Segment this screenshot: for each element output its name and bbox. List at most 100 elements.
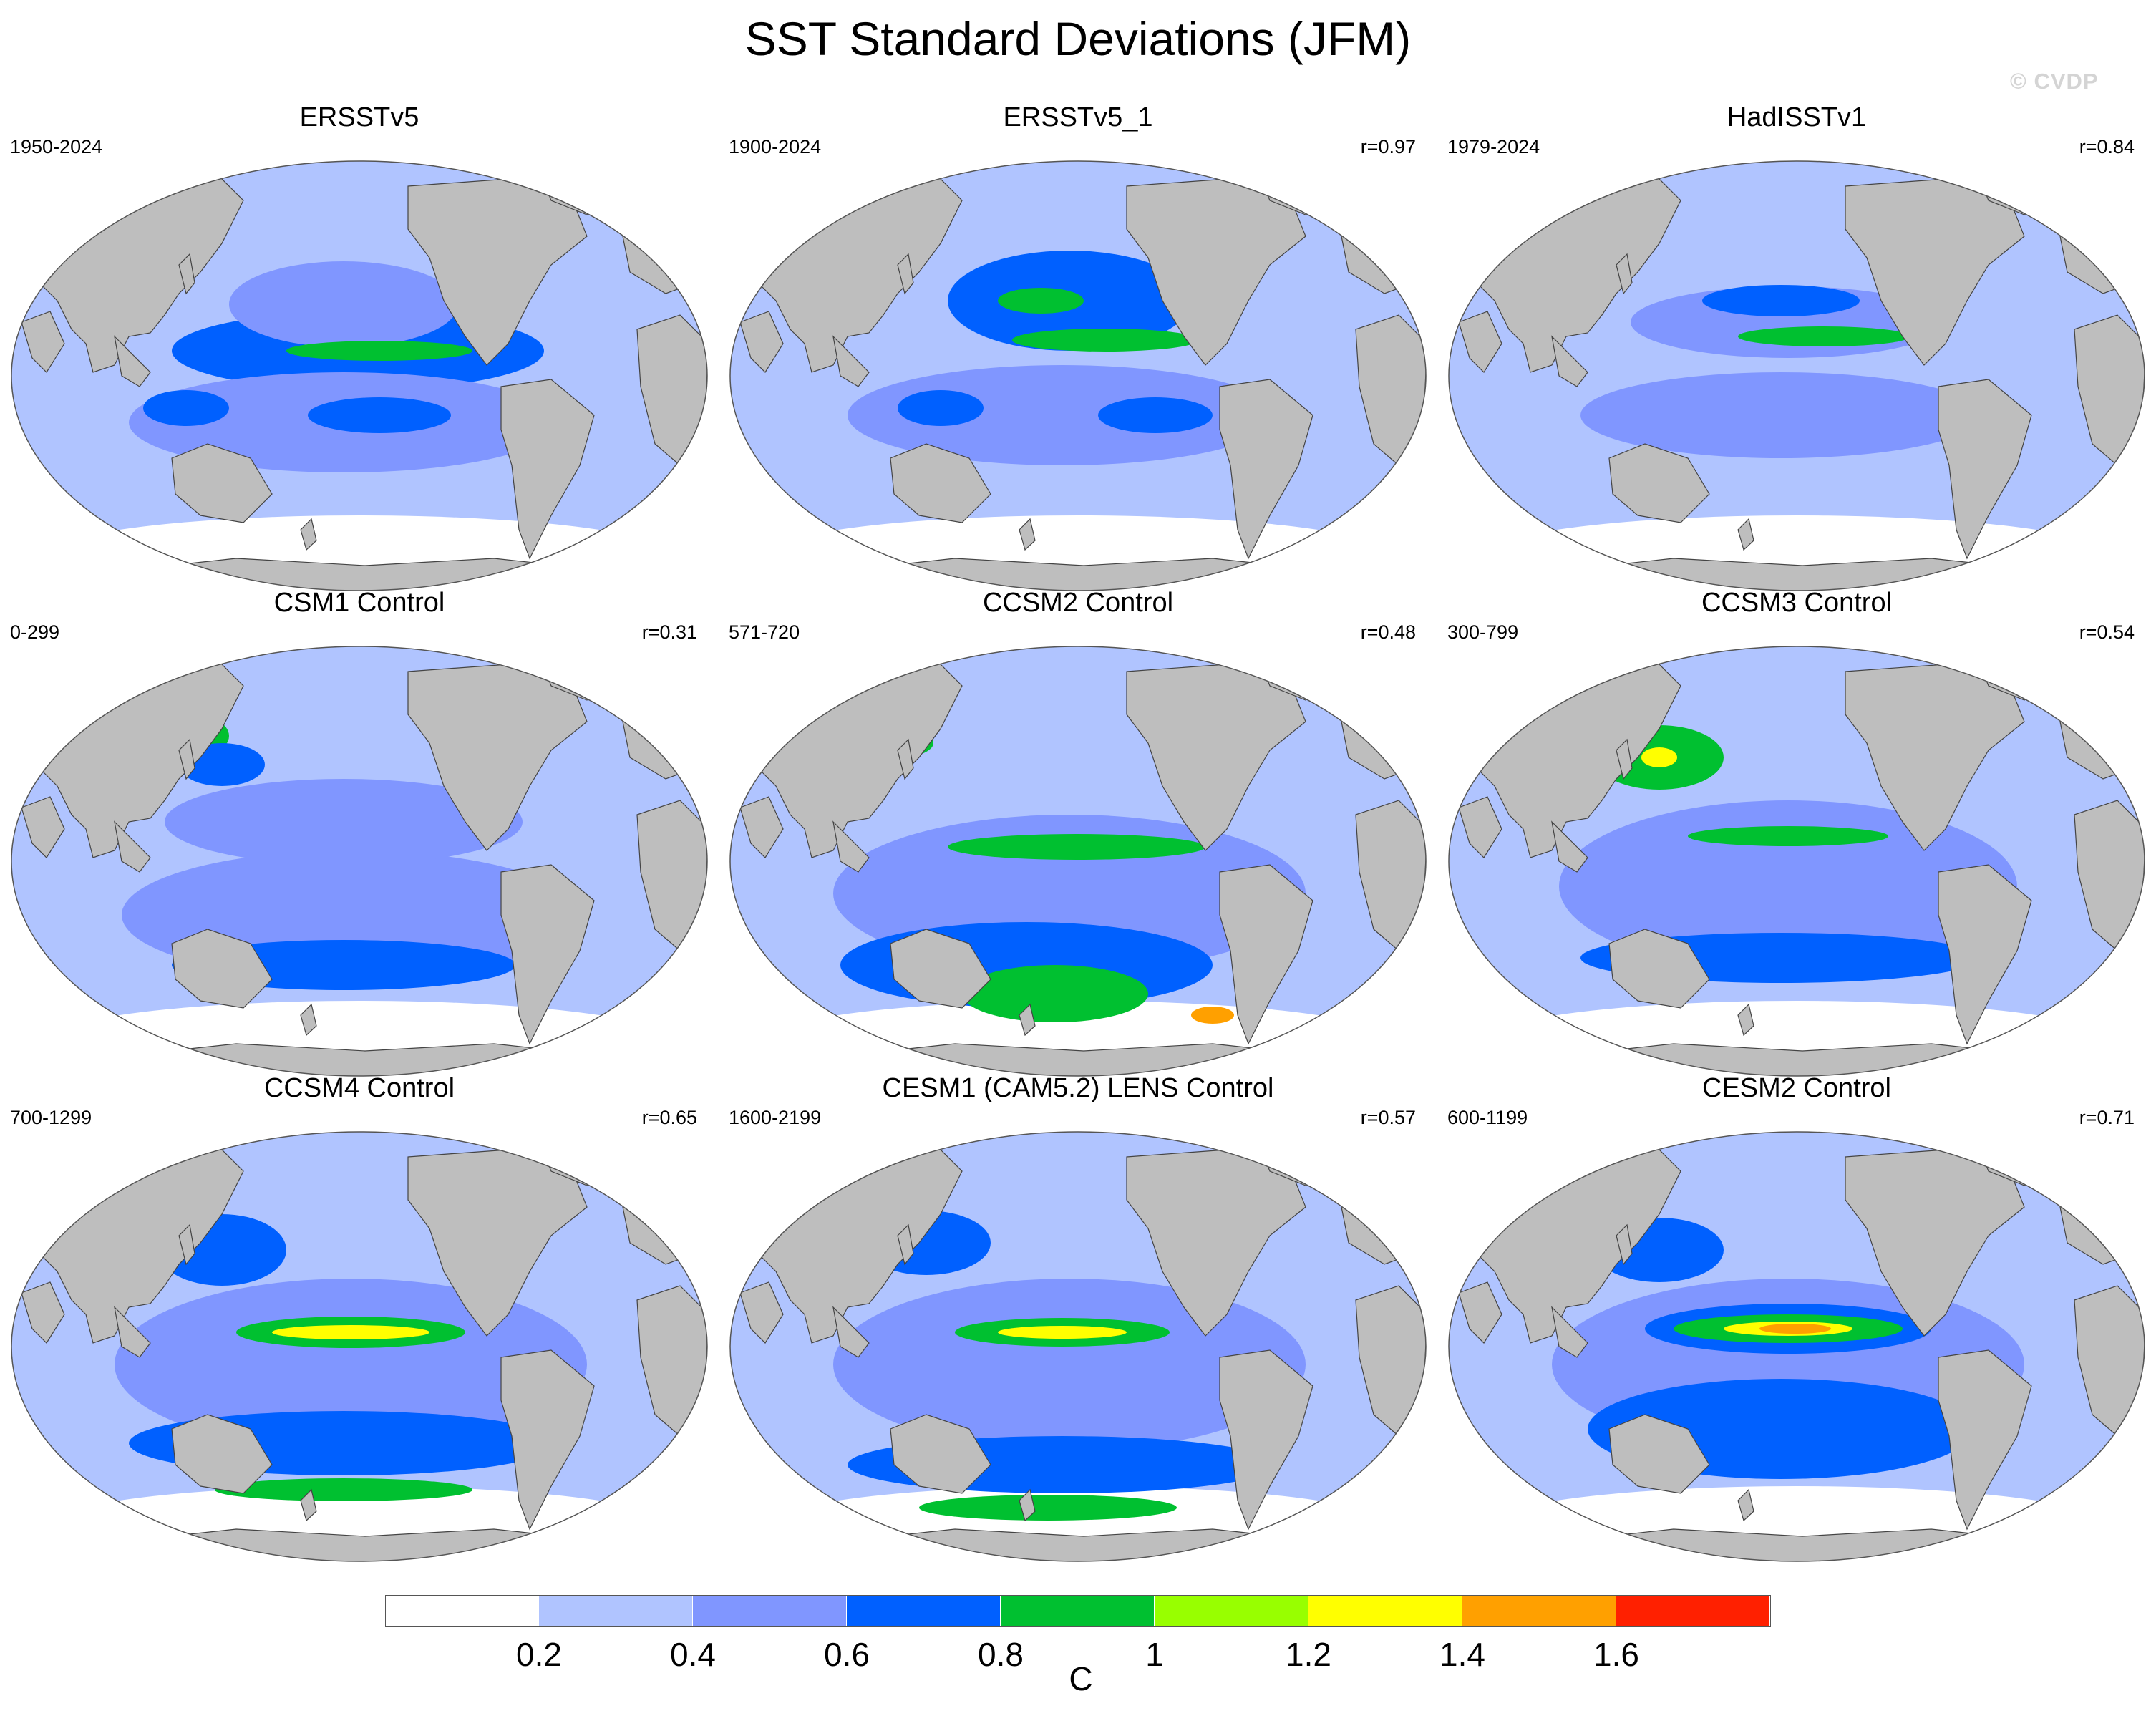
land-samerica [1219,379,1313,560]
land-seasia [832,820,870,873]
sst-contour-yellow [1641,747,1677,767]
panel-title: CCSM4 Control [263,1073,455,1103]
sst-contour-midlow [1580,372,1981,458]
panel-title: CSM1 Control [273,588,445,618]
land-india [21,311,65,373]
pattern-correlation: r=0.84 [2079,136,2135,157]
land-samerica [1219,1349,1313,1531]
year-range: 571-720 [729,621,800,643]
colorbar-box [1308,1595,1462,1627]
land-samerica [1938,864,2032,1045]
land-nz [1737,1488,1754,1522]
land-nz [1019,518,1036,551]
world-map [11,160,708,591]
land-nz [1019,1488,1036,1522]
sst-contour-mid [1702,285,1860,316]
map-panel: CESM2 Control 600-1199 r=0.71 [1437,1064,2156,1562]
land-seasia [114,335,151,387]
colorbar-box [1001,1595,1154,1627]
land-india [21,1281,65,1344]
land-japan [1616,738,1633,780]
colorbar-box [385,1595,538,1627]
sst-contour-yellow [998,1326,1127,1339]
map-border [11,646,708,1077]
map-border [1448,1131,2145,1562]
land-samerica [500,1349,595,1531]
land-nz [1737,1003,1754,1037]
land-australia [1608,443,1710,523]
colorbar-box [1462,1595,1616,1627]
map-border [729,1131,1427,1562]
land-samerica [500,864,595,1045]
map-border [729,646,1427,1077]
land-india [1458,1281,1502,1344]
world-map [11,646,708,1077]
sst-contour-midlow [833,1279,1306,1450]
sst-contour-green [998,288,1084,314]
year-range: 300-799 [1447,621,1519,643]
year-range: 600-1199 [1447,1107,1528,1128]
map-panel: CSM1 Control 0-299 r=0.31 [0,578,719,1077]
land-india [21,796,65,858]
pattern-correlation: r=0.48 [1360,621,1416,643]
panel-title: CESM1 (CAM5.2) LENS Control [882,1073,1274,1103]
world-map [1448,646,2145,1077]
map-panel: CESM1 (CAM5.2) LENS Control 1600-2199 r=… [719,1064,1437,1562]
map-border [11,160,708,591]
figure-title: SST Standard Deviations (JFM) [744,12,1412,65]
land-india [1458,796,1502,858]
land-nz [1737,518,1754,551]
map-border [1448,160,2145,591]
pattern-correlation: r=0.71 [2079,1107,2135,1128]
map-panel: CCSM4 Control 700-1299 r=0.65 [0,1064,719,1562]
world-map [729,646,1427,1077]
sst-contour-green [1012,329,1198,352]
sst-contour-orange [1759,1324,1831,1334]
colorbar-tick-label: 1 [1145,1636,1164,1673]
panel-title: ERSSTv5_1 [1003,102,1153,132]
year-range: 1600-2199 [729,1107,822,1128]
land-samerica [1219,864,1313,1045]
land-nz [300,518,317,551]
colorbar-box [847,1595,1000,1627]
land-australia [890,929,991,1009]
sst-contour-orange [1191,1007,1234,1024]
year-range: 1979-2024 [1447,136,1540,157]
panel-title: HadISSTv1 [1727,102,1867,132]
land-seasia [114,820,151,873]
year-range: 1900-2024 [729,136,822,157]
land-nz [1019,1003,1036,1037]
sst-contour-mid [1098,397,1213,433]
map-panel: HadISSTv1 1979-2024 r=0.84 [1437,93,2156,591]
panel-title: CCSM3 Control [1701,588,1893,618]
land-japan [897,1223,914,1266]
land-australia [171,1414,273,1494]
colorbar-box [693,1595,846,1627]
panel-title: CESM2 Control [1702,1073,1891,1103]
map-border [1448,646,2145,1077]
world-map [11,1131,708,1562]
colorbar-tick-label: 0.2 [516,1636,562,1673]
land-nz [300,1003,317,1037]
sst-contour-green [1688,826,1888,846]
pattern-correlation: r=0.31 [641,621,697,643]
land-japan [178,738,195,780]
land-seasia [1551,820,1588,873]
sst-contour-green [215,1478,472,1501]
land-samerica [1938,379,2032,560]
colorbar-box [1155,1595,1308,1627]
map-panel: CCSM2 Control 571-720 r=0.48 [719,578,1437,1077]
pattern-correlation: r=0.97 [1360,136,1416,157]
pattern-correlation: r=0.65 [641,1107,697,1128]
land-india [1458,311,1502,373]
world-map [729,160,1427,591]
map-panel: CCSM3 Control 300-799 r=0.54 [1437,578,2156,1077]
land-seasia [832,1306,870,1358]
sst-contour-green [919,1495,1177,1521]
land-australia [171,443,273,523]
sst-contour-mid [143,390,229,426]
sst-contour-green [1738,326,1910,346]
panel-title: CCSM2 Control [982,588,1174,618]
land-australia [1608,1414,1710,1494]
map-border [729,160,1427,591]
